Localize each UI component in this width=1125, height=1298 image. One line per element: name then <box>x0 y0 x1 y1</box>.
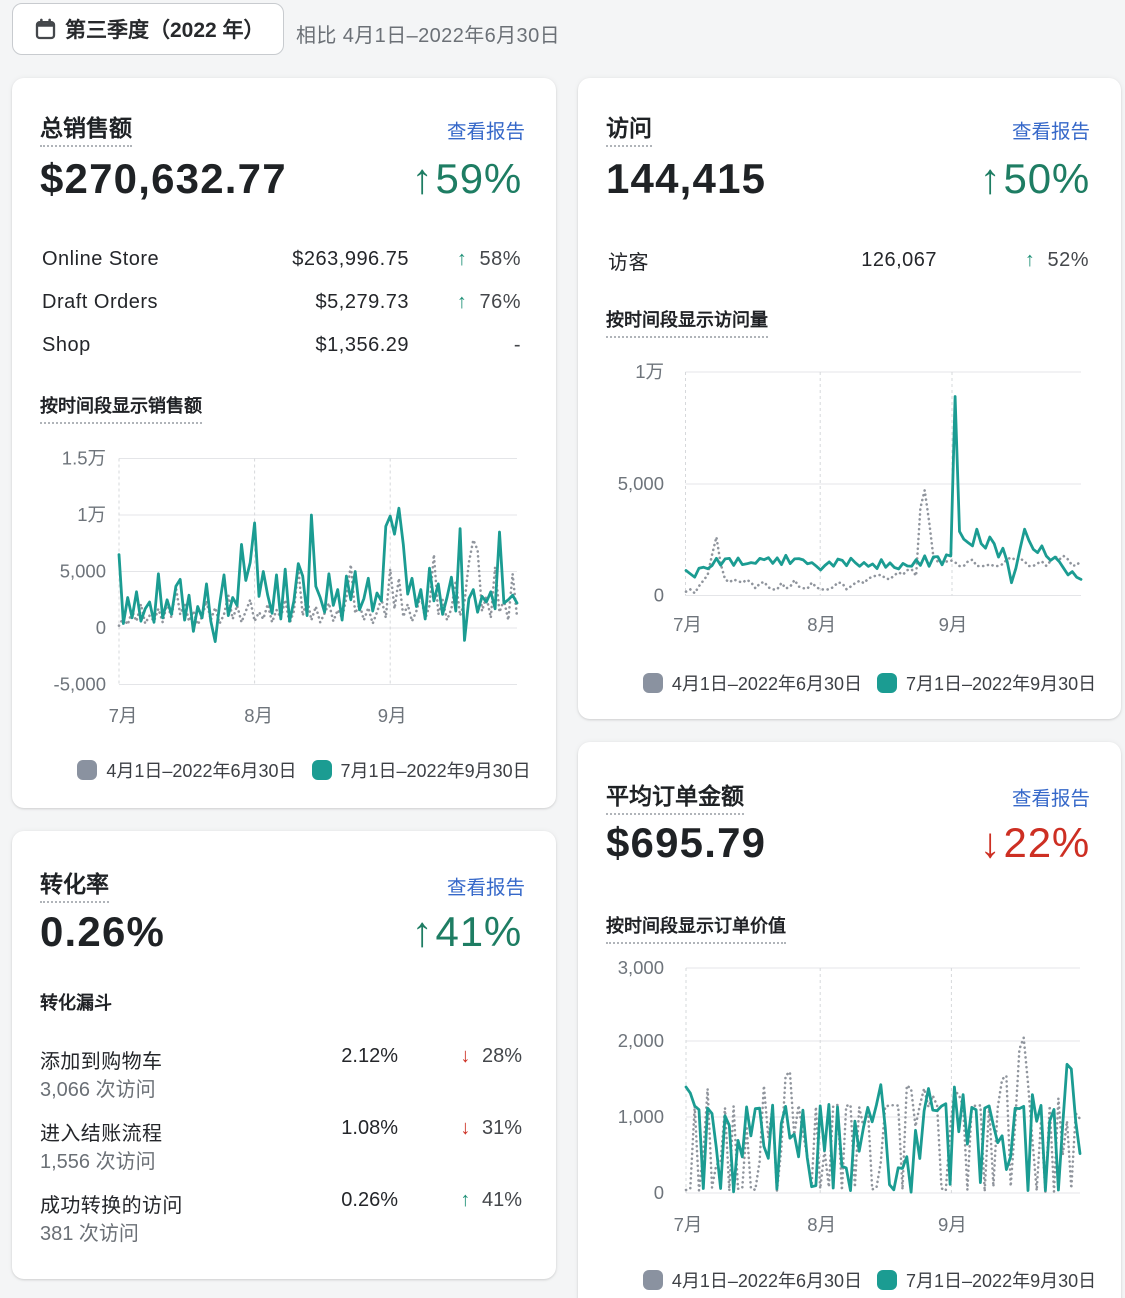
svg-text:7月: 7月 <box>673 614 702 634</box>
svg-text:5,000: 5,000 <box>618 473 664 494</box>
svg-text:0: 0 <box>654 1182 664 1203</box>
svg-text:9月: 9月 <box>378 705 407 724</box>
svg-text:1万: 1万 <box>635 362 664 382</box>
svg-text:0: 0 <box>96 617 106 638</box>
svg-text:9月: 9月 <box>938 1214 967 1234</box>
svg-text:9月: 9月 <box>939 614 968 634</box>
svg-text:-5,000: -5,000 <box>54 674 106 695</box>
svg-text:8月: 8月 <box>244 705 273 724</box>
svg-text:7月: 7月 <box>674 1214 703 1234</box>
svg-text:8月: 8月 <box>807 1214 836 1234</box>
svg-text:7月: 7月 <box>109 705 138 724</box>
svg-text:1,000: 1,000 <box>618 1106 664 1127</box>
svg-text:1.5万: 1.5万 <box>62 448 106 469</box>
svg-text:5,000: 5,000 <box>60 561 106 582</box>
svg-text:3,000: 3,000 <box>618 958 664 978</box>
svg-text:1万: 1万 <box>77 504 106 525</box>
svg-text:8月: 8月 <box>807 614 836 634</box>
svg-text:0: 0 <box>654 585 664 606</box>
svg-text:2,000: 2,000 <box>618 1030 664 1051</box>
